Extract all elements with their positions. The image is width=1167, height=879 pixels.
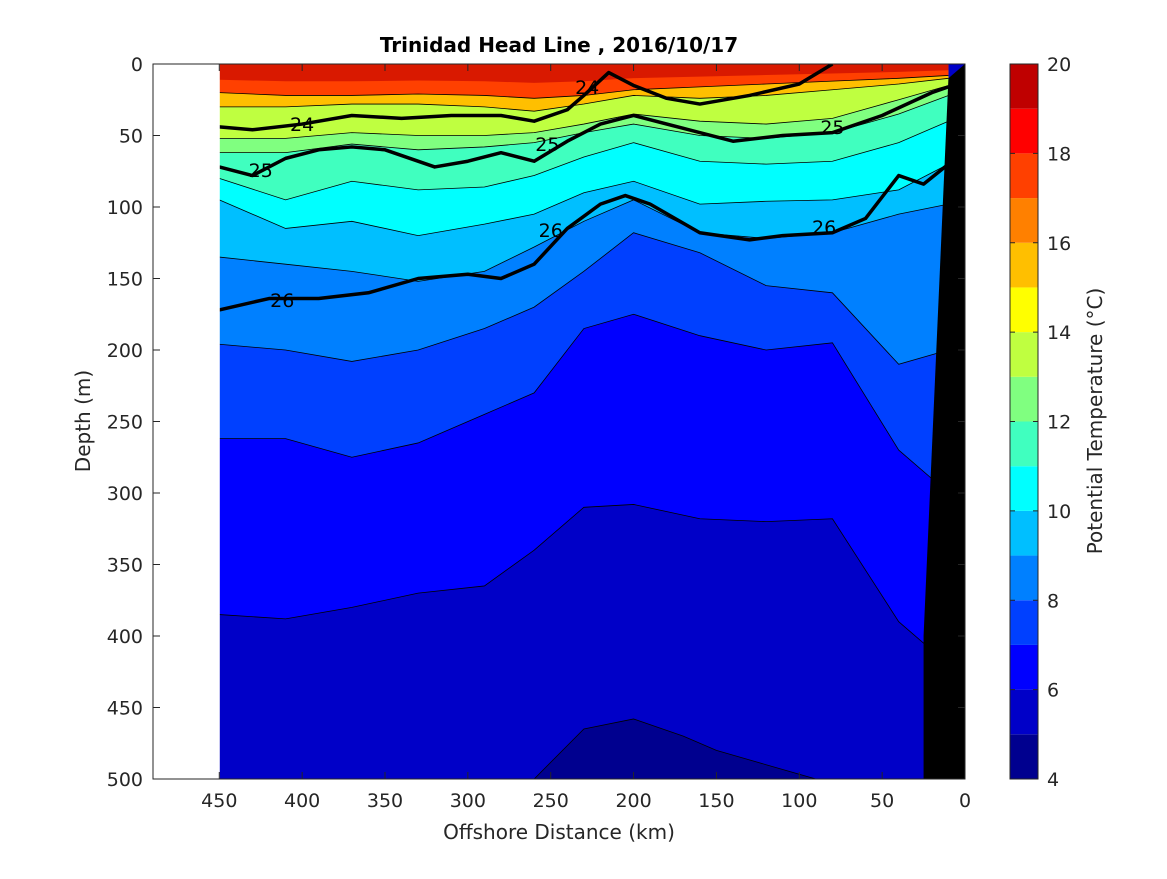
colorbar-segment [1010,198,1038,243]
colorbar-segment [1010,555,1038,601]
x-tick-label: 250 [533,790,569,812]
bottom-topography [923,64,965,779]
colorbar-tick-label: 10 [1047,501,1071,523]
x-tick-label: 450 [201,790,237,812]
y-axis-label: Depth (m) [71,370,95,472]
y-tick-label: 350 [107,555,143,577]
colorbar-segment [1010,242,1038,288]
x-axis-label: Offshore Distance (km) [443,820,675,844]
plot-frame [152,63,966,780]
colorbar-segment [1010,466,1038,511]
isopycnal-label: 26 [539,220,563,242]
colorbar-segment [1010,332,1038,377]
isopycnal-line [218,85,949,178]
colorbar-tick-label: 16 [1047,233,1071,255]
y-tick-label: 150 [107,269,143,291]
x-tick-label: 350 [367,790,403,812]
isotherm-line [219,163,949,237]
isotherm-line [219,504,949,665]
colorbar-tick-label: 12 [1047,412,1071,434]
colorbar: 4 6 8 10 12 14 16 18 20 [1009,54,1071,791]
contour-fill-band [534,718,816,779]
plot-area: 24 24 25 25 25 26 26 26 [153,64,965,779]
colorbar-segment [1010,153,1038,199]
y-tick-label: 500 [107,769,143,791]
x-tick-label: 200 [615,790,651,812]
x-tick-label: 400 [284,790,320,812]
colorbar-segment [1010,510,1038,556]
isotherm-line [219,232,949,365]
x-tick-label: 300 [450,790,486,812]
x-axis: 450 400 350 300 250 200 150 100 50 0 [201,64,971,812]
y-tick-label: 400 [107,626,143,648]
colorbar-tick-label: 20 [1047,54,1071,76]
colorbar-segment [1010,644,1038,690]
isopycnal-label: 25 [820,117,844,139]
colorbar-segment [1010,689,1038,735]
x-tick-label: 150 [698,790,734,812]
y-axis: 0 50 100 150 200 250 300 350 400 450 500 [107,54,965,791]
isotherm-line [219,120,949,201]
colorbar-segment [1010,421,1038,467]
colorbar-segment [1010,600,1038,645]
y-tick-label: 450 [107,698,143,720]
colorbar-segment [1010,734,1038,779]
colorbar-segment [1010,287,1038,333]
isopycnal-label: 26 [812,217,836,239]
colorbar-tick-label: 4 [1047,769,1059,791]
y-tick-label: 50 [119,126,143,148]
colorbar-segment [1010,108,1038,154]
colorbar-tick-label: 8 [1047,590,1059,612]
isopycnal-line [218,162,950,312]
colorbar-segment [1010,64,1038,109]
colorbar-tick-label: 6 [1047,680,1059,702]
y-tick-label: 100 [107,197,143,219]
isotherm-line [219,85,949,139]
contour-fill-band [219,64,949,83]
y-tick-label: 300 [107,483,143,505]
y-tick-label: 200 [107,340,143,362]
isopycnal-label: 25 [249,160,273,182]
colorbar-tick-label: 14 [1047,322,1071,344]
isotherm-line [533,718,816,779]
isopycnal-label: 24 [290,114,314,136]
isopycnal-label: 25 [535,134,559,156]
colorbar-label: Potential Temperature (°C) [1083,288,1107,555]
colorbar-tick-label: 18 [1047,143,1071,165]
no-data-region [153,64,220,779]
x-tick-label: 0 [959,790,971,812]
colorbar-segment [1010,376,1038,422]
chart-title: Trinidad Head Line , 2016/10/17 [380,33,738,57]
x-tick-label: 100 [781,790,817,812]
isopycnal-line [219,64,834,132]
x-tick-label: 50 [870,790,894,812]
isopycnal-label: 24 [575,77,599,99]
isopycnal-label: 26 [270,290,294,312]
isotherm-line [219,77,949,112]
isotherm-line [219,313,949,494]
y-tick-label: 0 [131,54,143,76]
y-tick-label: 250 [107,412,143,434]
